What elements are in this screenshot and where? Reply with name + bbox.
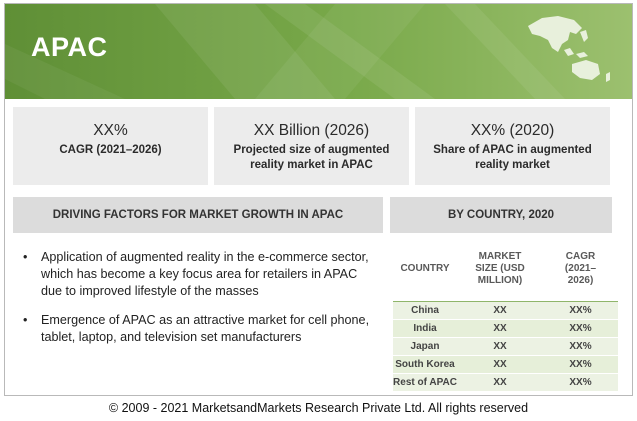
market-size-value: XX Billion (2026) <box>253 122 370 139</box>
market-size-label: Projected size of augmented reality mark… <box>233 144 390 171</box>
cagr-cell: XX% <box>543 301 618 320</box>
market-size-stat-box: XX Billion (2026) Projected size of augm… <box>214 107 409 185</box>
list-item: • Application of augmented reality in th… <box>17 249 379 300</box>
table-header-row: COUNTRY MARKET SIZE (USD MILLION) CAGR (… <box>393 237 618 302</box>
cagr-cell: XX% <box>543 373 618 392</box>
factor-text: Emergence of APAC as an attractive marke… <box>41 313 370 344</box>
cagr-stat-box: XX% CAGR (2021–2026) <box>13 107 208 185</box>
cagr-label: CAGR (2021–2026) <box>59 144 162 156</box>
country-cell: South Korea <box>393 355 457 374</box>
column-header-country: COUNTRY <box>393 237 457 302</box>
size-cell: XX <box>457 373 543 392</box>
header-banner: APAC <box>5 4 632 99</box>
column-header-cagr: CAGR (2021–2026) <box>543 237 618 302</box>
country-cell: Rest of APAC <box>393 373 457 392</box>
bullet-icon: • <box>23 250 28 264</box>
factor-text: Application of augmented reality in the … <box>41 250 369 298</box>
asia-pacific-map-icon <box>528 16 610 82</box>
copyright-footer: © 2009 - 2021 MarketsandMarkets Research… <box>108 401 529 415</box>
column-header-market-size: MARKET SIZE (USD MILLION) <box>457 237 543 302</box>
size-cell: XX <box>457 355 543 374</box>
cagr-cell: XX% <box>543 337 618 356</box>
size-cell: XX <box>457 319 543 338</box>
infographic-frame: APAC XX% CAGR (2021–2026) XX Billion (20… <box>4 3 633 396</box>
apac-share-label: Share of APAC in augmented reality marke… <box>433 144 592 171</box>
country-cell: India <box>393 319 457 338</box>
drivers-heading: DRIVING FACTORS FOR MARKET GROWTH IN APA… <box>13 197 383 233</box>
driving-factors-list: • Application of augmented reality in th… <box>17 249 379 358</box>
size-cell: XX <box>457 301 543 320</box>
region-title: APAC <box>31 32 108 62</box>
cagr-value: XX% <box>93 122 128 139</box>
size-cell: XX <box>457 337 543 356</box>
cagr-cell: XX% <box>543 319 618 338</box>
bullet-icon: • <box>23 313 28 327</box>
cagr-cell: XX% <box>543 355 618 374</box>
apac-share-value: XX% (2020) <box>470 122 555 139</box>
apac-share-stat-box: XX% (2020) Share of APAC in augmented re… <box>415 107 610 185</box>
list-item: • Emergence of APAC as an attractive mar… <box>17 312 379 346</box>
country-cell: China <box>393 301 457 320</box>
banner-stripes <box>5 4 565 99</box>
table-row: Rest of APAC XX XX% <box>393 373 618 392</box>
country-cell: Japan <box>393 337 457 356</box>
country-table: COUNTRY MARKET SIZE (USD MILLION) CAGR (… <box>393 237 618 392</box>
table-row: China XX XX% <box>393 301 618 320</box>
table-row: Japan XX XX% <box>393 337 618 356</box>
table-row: South Korea XX XX% <box>393 355 618 374</box>
table-row: India XX XX% <box>393 319 618 338</box>
by-country-heading: BY COUNTRY, 2020 <box>390 197 612 233</box>
